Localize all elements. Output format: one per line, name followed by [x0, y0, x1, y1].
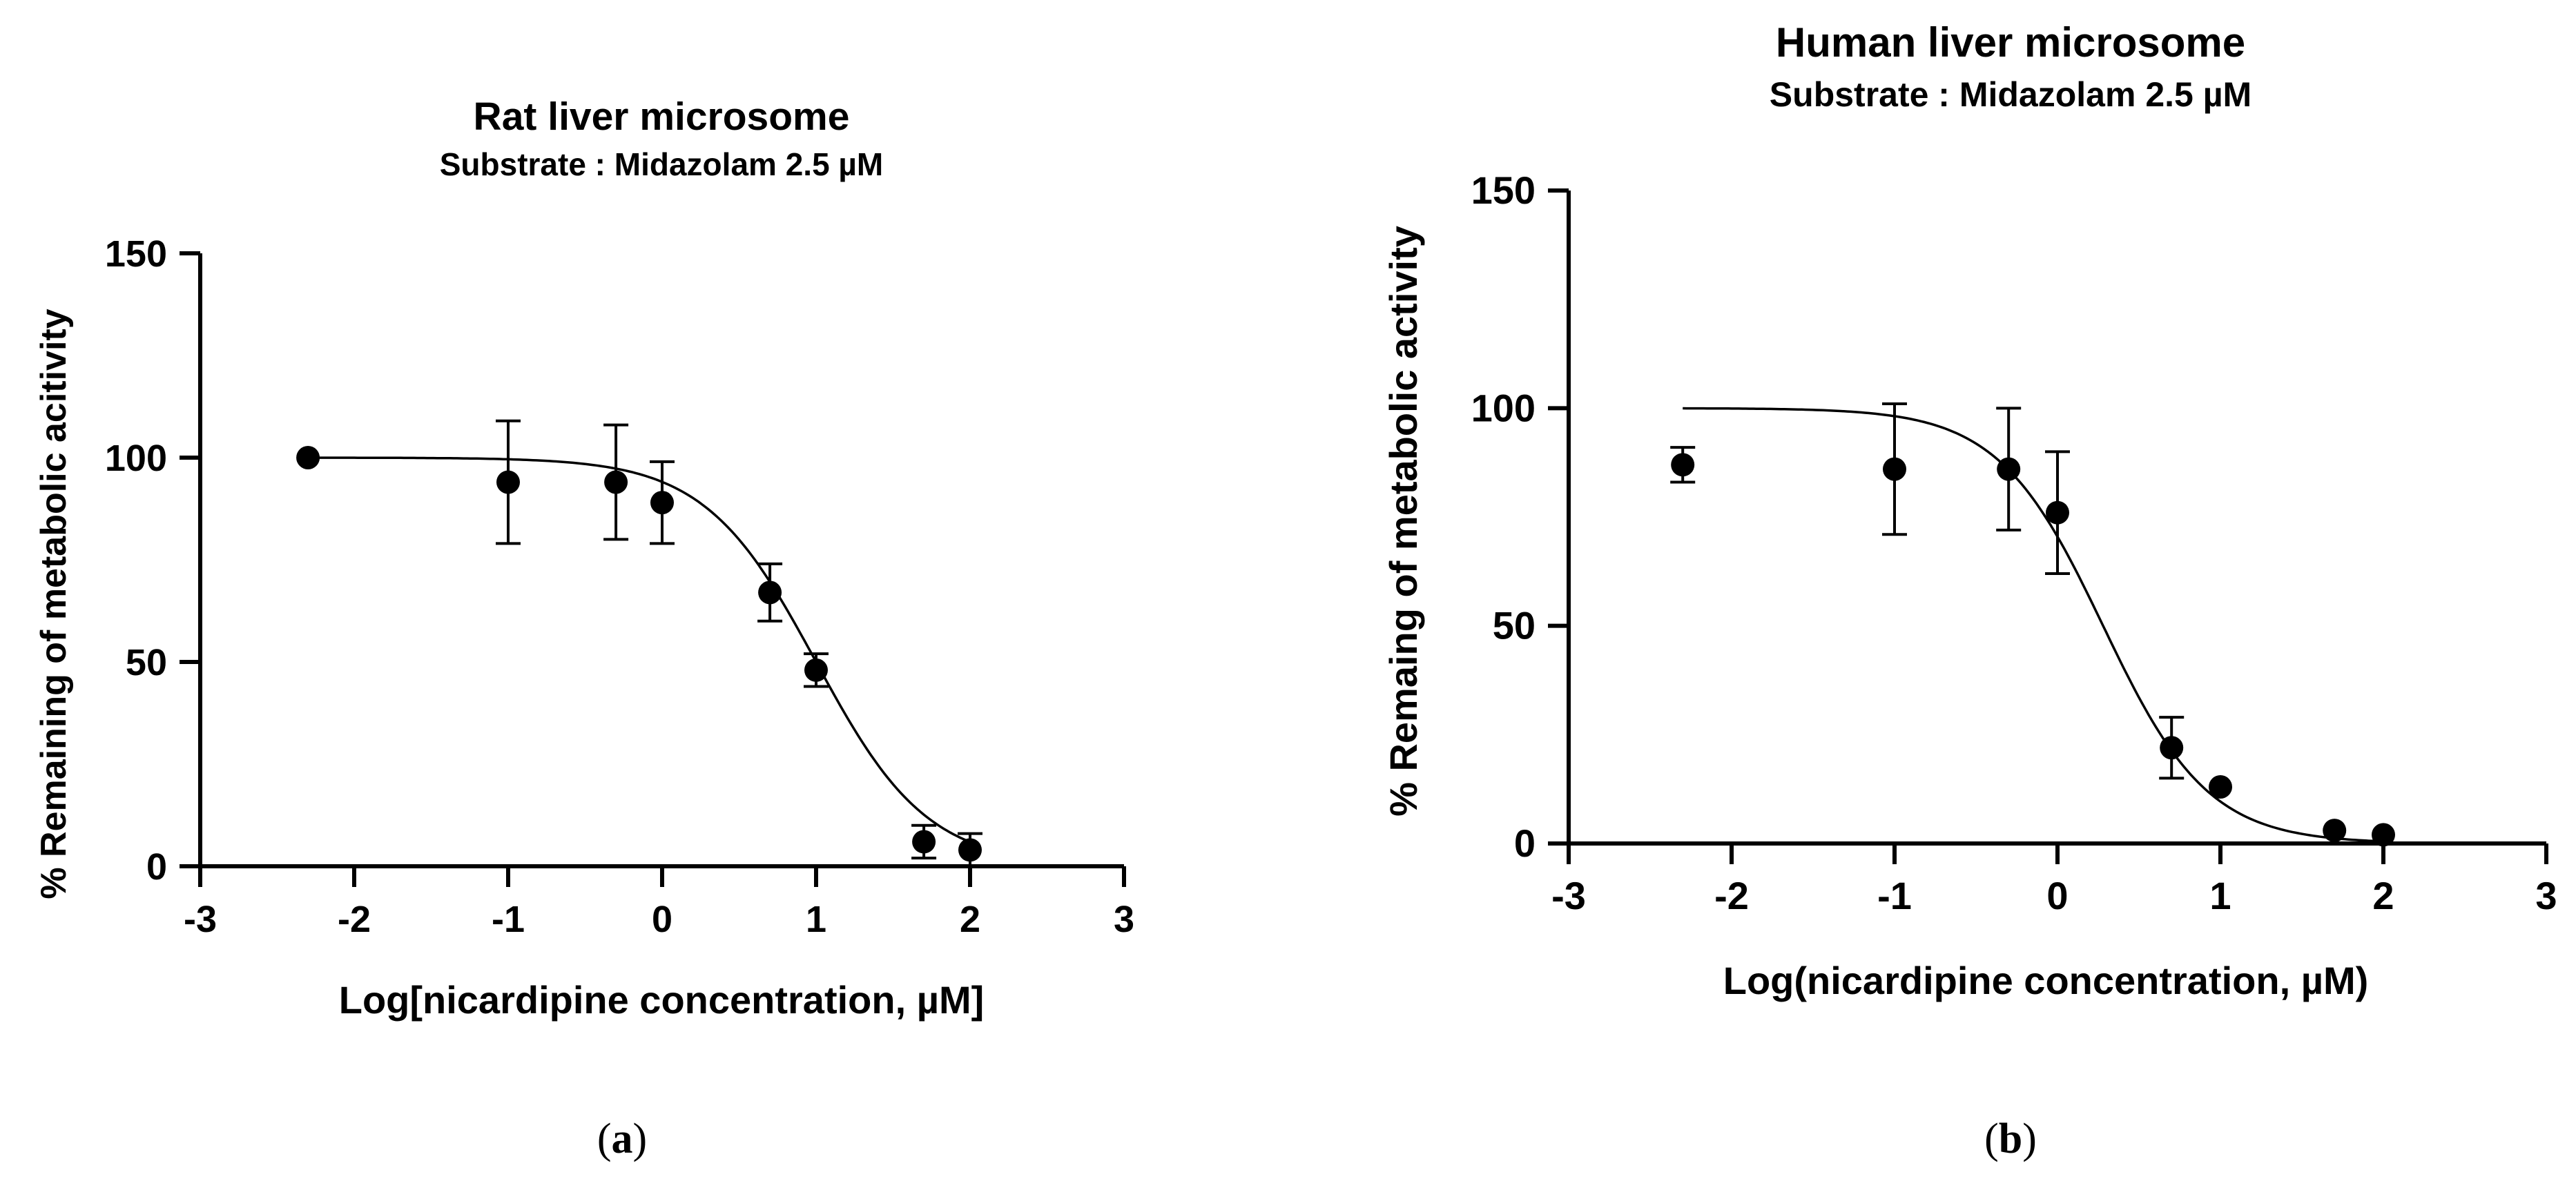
chart-a-x-tick-label: -1 — [492, 899, 525, 940]
chart-a-x-tick-label: -3 — [184, 899, 217, 940]
chart-panel-a: Rat liver microsome Substrate : Midazola… — [34, 95, 1134, 1162]
chart-a-x-axis-label: Log[nicardipine concentration, µM] — [339, 978, 985, 1022]
chart-b-y-tick-label: 0 — [1514, 821, 1536, 865]
chart-b-x-tick-label: -1 — [1877, 874, 1912, 917]
chart-a-data-point — [496, 470, 520, 494]
chart-b-y-tick-label: 50 — [1493, 604, 1536, 647]
chart-a-y-tick-label: 100 — [105, 438, 167, 479]
chart-b-x-tick-label: -2 — [1714, 874, 1749, 917]
chart-a-y-tick-label: 50 — [126, 642, 167, 683]
chart-b-x-tick-label: 3 — [2535, 874, 2557, 917]
chart-b-data-point — [1671, 453, 1695, 477]
chart-b-panel-letter: b — [1999, 1115, 2022, 1162]
chart-b-data-point — [2046, 500, 2069, 525]
chart-b-x-tick-label: 1 — [2209, 874, 2231, 917]
chart-b-y-axis-label: % Remaing of metabolic activity — [1382, 226, 1425, 817]
chart-a-title: Rat liver microsome — [474, 95, 850, 139]
chart-a-y-tick-label: 0 — [146, 846, 167, 888]
chart-a-x-tick-label: 3 — [1114, 899, 1134, 940]
chart-panel-b: Human liver microsome Substrate : Midazo… — [1382, 19, 2557, 1162]
chart-b-y-tick-label: 100 — [1471, 386, 1536, 429]
chart-b-x-axis-label: Log(nicardipine concentration, µM) — [1723, 959, 2369, 1002]
chart-b-panel-label: (b) — [1984, 1115, 2037, 1162]
chart-b-data-point — [1997, 457, 2021, 481]
chart-a-fit-curve — [308, 456, 971, 843]
chart-b-data-point — [2209, 775, 2232, 799]
chart-a-y-tick-label: 150 — [105, 233, 167, 275]
chart-a-y-axis-label: % Remaining of metabolic acitivity — [34, 309, 74, 899]
chart-a-subtitle: Substrate : Midazolam 2.5 µM — [440, 146, 884, 182]
chart-a-data-point — [958, 838, 982, 862]
chart-a-plot-area: -3 -2 -1 0 1 2 3 0 50 100 150 — [105, 233, 1134, 940]
chart-b-x-tick-label: 0 — [2046, 874, 2068, 917]
chart-a-x-tick-label: 0 — [652, 899, 672, 940]
chart-a-x-tick-label: 2 — [960, 899, 980, 940]
chart-a-data-point — [758, 581, 782, 605]
chart-b-subtitle: Substrate : Midazolam 2.5 µM — [1770, 75, 2251, 114]
chart-a-data-point — [296, 446, 320, 469]
chart-a-data-point — [804, 658, 828, 682]
chart-a-data-point — [650, 491, 674, 515]
chart-b-data-point — [2323, 819, 2347, 843]
chart-b-data-point — [2372, 823, 2395, 847]
chart-b-x-tick-label: -3 — [1551, 874, 1586, 917]
chart-a-data-point — [912, 830, 936, 854]
chart-b-data-point — [1883, 457, 1906, 481]
chart-b-x-tick-label: 2 — [2372, 874, 2394, 917]
chart-b-plot-area: -3 -2 -1 0 1 2 3 0 50 100 150 — [1471, 168, 2557, 917]
chart-a-data-point — [604, 470, 628, 494]
chart-b-title: Human liver microsome — [1776, 19, 2245, 66]
chart-a-x-tick-label: -2 — [338, 899, 371, 940]
chart-a-panel-label: (a) — [597, 1115, 647, 1162]
chart-b-y-tick-label: 150 — [1471, 168, 1536, 212]
chart-a-x-tick-label: 1 — [806, 899, 826, 940]
chart-a-panel-letter: a — [612, 1115, 633, 1162]
chart-b-fit-curve — [1683, 407, 2384, 843]
chart-b-data-point — [2160, 736, 2184, 760]
